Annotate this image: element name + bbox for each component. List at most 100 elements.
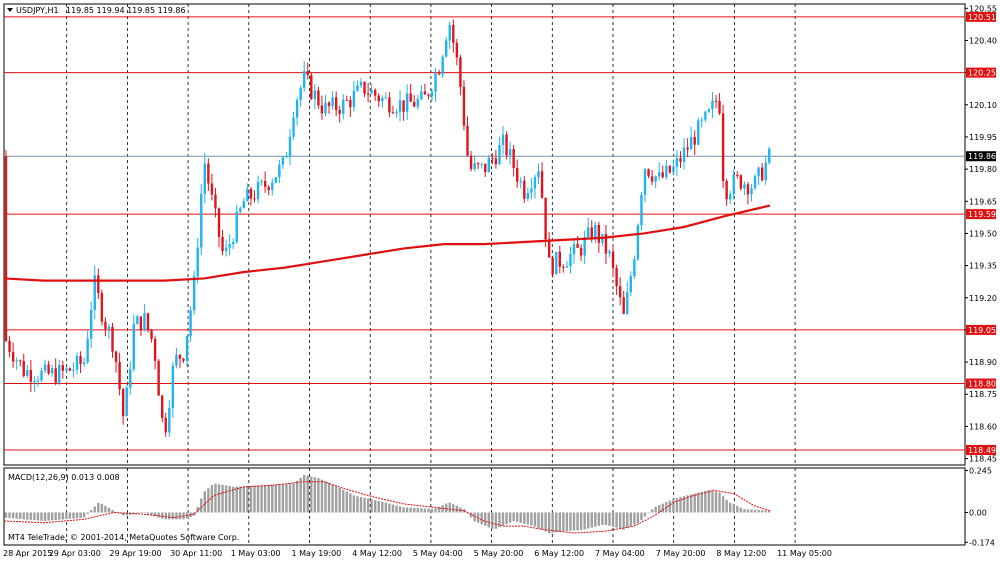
macd-bar	[363, 497, 366, 513]
candle-body	[288, 136, 292, 157]
macd-bar	[317, 478, 320, 513]
macd-bar	[533, 512, 537, 527]
candle-body	[320, 105, 324, 114]
macd-bar	[501, 512, 505, 526]
level-label-box	[966, 444, 996, 455]
level-label: 120.51	[968, 13, 996, 22]
macd-bar	[427, 508, 430, 513]
macd-signal-line	[3, 481, 771, 534]
candle-body	[583, 236, 586, 256]
candle-body	[654, 176, 657, 182]
candle-body	[437, 73, 441, 75]
candle-body	[334, 97, 338, 110]
candle-body	[409, 93, 412, 102]
candle-body	[33, 381, 36, 383]
moving-average-line	[3, 204, 771, 282]
candle-body	[15, 360, 18, 362]
candle-body	[661, 172, 664, 178]
candle-body	[292, 117, 295, 137]
macd-bar	[72, 512, 75, 519]
macd-bar	[8, 512, 11, 519]
macd-bar	[324, 481, 327, 513]
price-tick-label: 118.75	[969, 390, 997, 399]
level-label: 118.80	[968, 380, 996, 389]
macd-bar	[260, 485, 263, 513]
candle-body	[672, 166, 675, 173]
candle-body	[650, 176, 654, 182]
macd-bar	[455, 505, 459, 513]
candle-body	[530, 188, 533, 193]
macd-bar	[374, 500, 377, 513]
candle-body	[185, 335, 189, 361]
candle-body	[647, 169, 650, 177]
macd-bar	[107, 507, 111, 513]
macd-bar	[121, 512, 125, 516]
time-tick-label: 30 Apr 11:00	[170, 549, 222, 558]
macd-bar	[68, 512, 72, 519]
macd-bar	[512, 512, 515, 522]
macd-bar	[423, 508, 427, 513]
candle-body	[448, 24, 451, 41]
ma-line	[3, 204, 771, 282]
candle-body	[572, 243, 576, 255]
candle-body	[192, 276, 196, 311]
candle-body	[732, 174, 735, 195]
macd-bar	[661, 503, 664, 513]
candle-body	[11, 352, 15, 362]
candle-body	[104, 321, 107, 329]
candle-body	[90, 309, 93, 339]
candle-body	[281, 157, 285, 165]
candle-body	[469, 155, 473, 170]
candle-body	[224, 247, 228, 252]
macd-bar	[505, 512, 508, 525]
macd-panel-frame	[3, 467, 966, 546]
macd-bar	[430, 508, 434, 513]
macd-bar	[643, 512, 647, 517]
candle-body	[739, 175, 743, 189]
candle-body	[93, 275, 96, 310]
macd-bar	[274, 484, 277, 513]
macd-bar	[615, 512, 618, 528]
macd-bar	[484, 512, 487, 526]
candle-body	[267, 186, 270, 191]
macd-bar	[366, 498, 370, 513]
time-tick-label: 8 May 12:00	[716, 549, 766, 558]
macd-bar	[672, 499, 675, 513]
macd-bar	[47, 512, 50, 521]
candle-body	[626, 292, 629, 314]
candle-body	[618, 286, 622, 298]
macd-bar	[306, 475, 309, 513]
macd-bar	[604, 512, 608, 525]
macd-bar	[679, 497, 682, 513]
price-tick-label: 120.10	[969, 101, 997, 110]
macd-bar	[555, 512, 558, 533]
price-tick-label: 119.95	[969, 133, 997, 142]
candle-body	[555, 251, 558, 275]
candle-body	[746, 184, 750, 195]
candle-body	[622, 297, 625, 314]
candle-body	[370, 90, 373, 94]
macd-bar	[402, 507, 405, 513]
macd-bar	[253, 485, 256, 513]
macd-bar	[736, 506, 739, 513]
macd-bar	[750, 509, 753, 513]
candle-body	[498, 144, 501, 165]
candle-body	[136, 316, 139, 325]
macd-bar	[395, 505, 398, 513]
macd-bar	[43, 512, 47, 521]
candle-body	[633, 259, 636, 277]
macd-tick-label: -0.174	[969, 538, 995, 547]
macd-bar	[675, 498, 679, 513]
macd-bar	[579, 512, 583, 530]
candle-body	[8, 340, 11, 353]
candle-body	[423, 91, 427, 95]
bid-label: 119.86	[968, 152, 996, 161]
macd-bar	[249, 485, 253, 513]
macd-bar	[494, 512, 498, 529]
candle-body	[608, 251, 611, 254]
macd-bar	[746, 509, 750, 513]
macd-bar	[583, 512, 586, 530]
dropdown-triangle-icon[interactable]	[7, 8, 13, 12]
macd-bar	[721, 496, 725, 513]
macd-bar	[111, 509, 114, 513]
